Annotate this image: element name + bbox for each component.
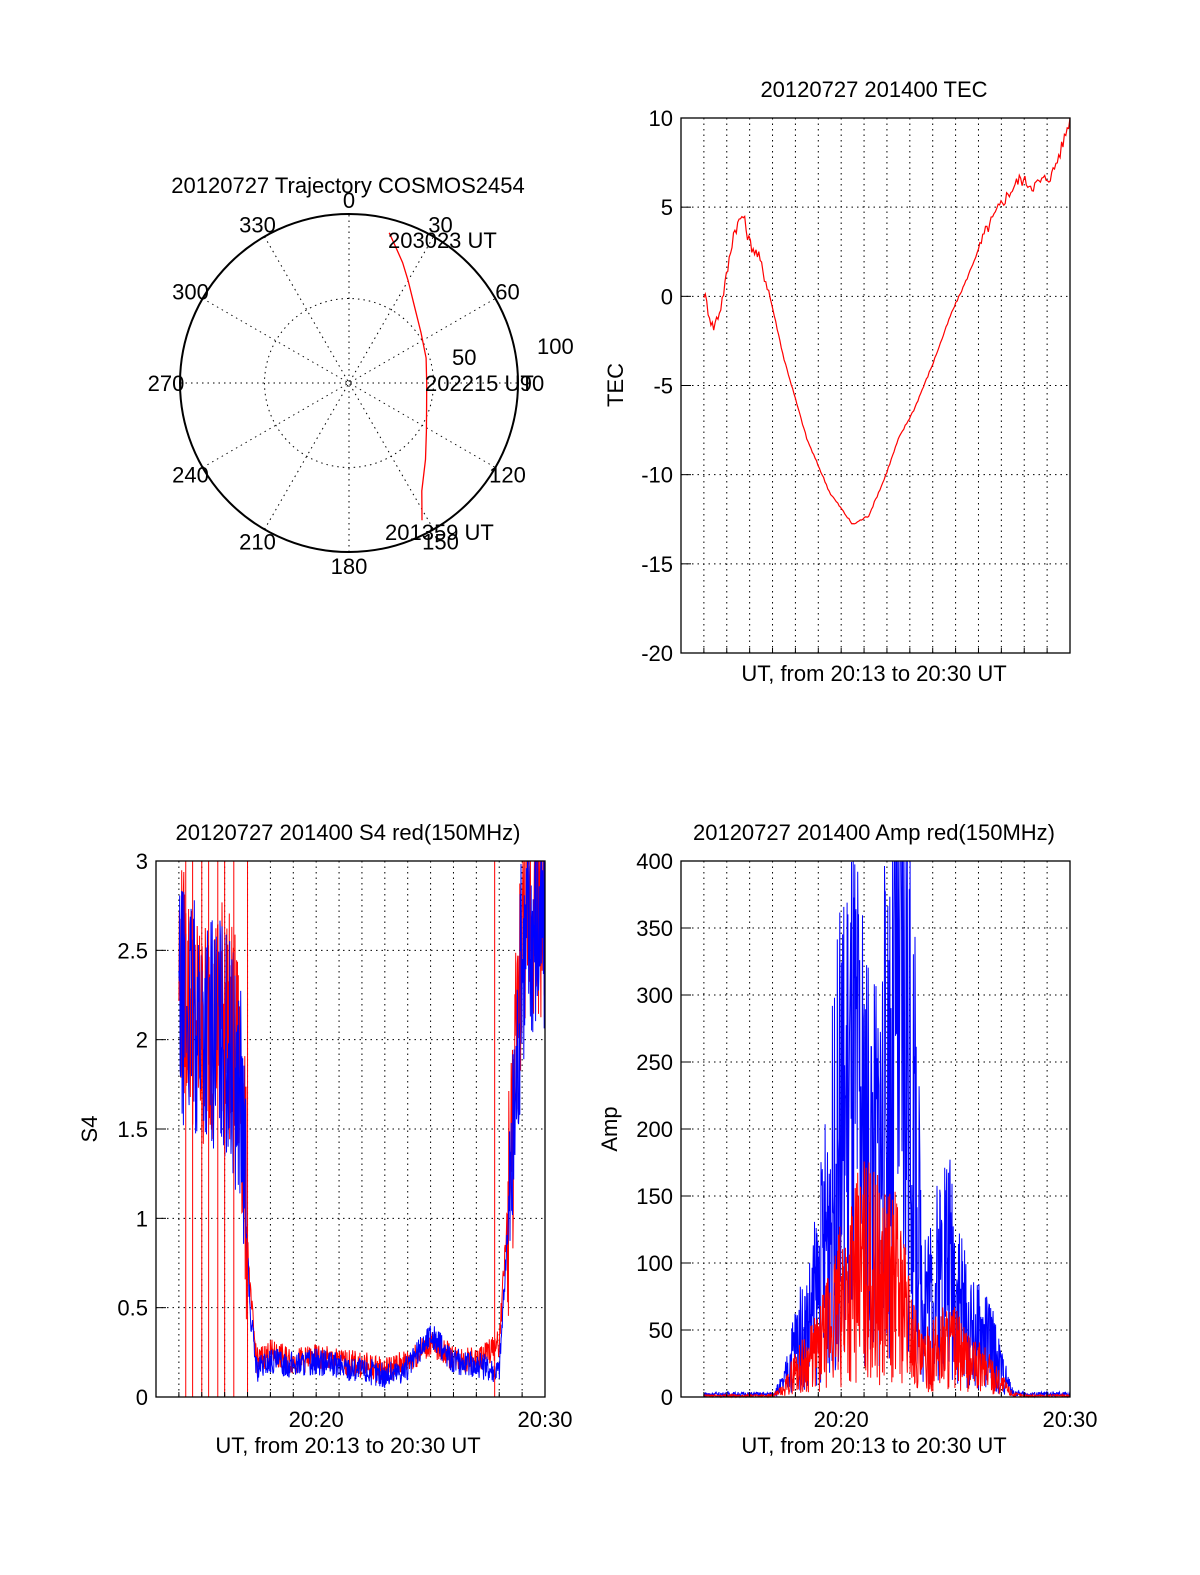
polar-radius-label-50: 50 bbox=[452, 345, 476, 370]
x-tick-label: 20:30 bbox=[517, 1407, 572, 1432]
y-tick-label: 0 bbox=[136, 1385, 148, 1410]
y-tick-label: 400 bbox=[636, 849, 673, 874]
y-tick-label: 10 bbox=[649, 106, 673, 131]
tec-chart-title: 20120727 201400 TEC bbox=[760, 77, 987, 102]
amp-x-axis-label: UT, from 20:13 to 20:30 UT bbox=[741, 1433, 1006, 1458]
s4-x-axis-label: UT, from 20:13 to 20:30 UT bbox=[215, 1433, 480, 1458]
y-tick-label: 50 bbox=[649, 1318, 673, 1343]
polar-trajectory-line bbox=[388, 232, 428, 521]
polar-spokes bbox=[180, 214, 518, 552]
trajectory-start-time: 201359 UT bbox=[385, 520, 494, 545]
polar-spoke bbox=[264, 236, 434, 530]
y-tick-label: -15 bbox=[641, 552, 673, 577]
polar-azimuth-label: 210 bbox=[239, 529, 276, 554]
y-tick-label: 150 bbox=[636, 1184, 673, 1209]
amp-chart-title: 20120727 201400 Amp red(150MHz) bbox=[693, 820, 1055, 845]
s4-chart: 20120727 201400 S4 red(150MHz) 3 2.5 2 1.5 1… bbox=[77, 820, 573, 1458]
polar-azimuth-label: 180 bbox=[331, 554, 368, 579]
s4-ticks: 3 2.5 2 1.5 1 0.5 0 20:20 20:30 bbox=[117, 849, 572, 1432]
y-tick-label: 300 bbox=[636, 983, 673, 1008]
y-tick-label: 0.5 bbox=[117, 1296, 148, 1321]
tec-series bbox=[703, 117, 1071, 525]
y-tick-label: 350 bbox=[636, 916, 673, 941]
s4-y-axis-label: S4 bbox=[77, 1116, 102, 1143]
polar-azimuth-labels: 0 30 60 90 120 150 180 210 240 270 300 330 bbox=[148, 188, 545, 579]
polar-azimuth-label: 60 bbox=[495, 280, 519, 305]
x-tick-label: 20:30 bbox=[1042, 1407, 1097, 1432]
polar-spoke bbox=[202, 298, 496, 468]
trajectory-mid-time: 202215 UT bbox=[425, 371, 534, 396]
tec-grid bbox=[681, 118, 1070, 653]
tec-x-axis-label: UT, from 20:13 to 20:30 UT bbox=[741, 661, 1006, 686]
y-tick-label: 100 bbox=[636, 1251, 673, 1276]
series-line bbox=[178, 860, 546, 1389]
polar-radius-label-100: 100 bbox=[537, 334, 574, 359]
polar-azimuth-label: 270 bbox=[148, 371, 185, 396]
polar-azimuth-label: 0 bbox=[343, 188, 355, 213]
s4-chart-title: 20120727 201400 S4 red(150MHz) bbox=[176, 820, 521, 845]
tec-chart: 20120727 201400 TEC 10 5 0 -5 -10 -15 -20 UT, … bbox=[603, 77, 1071, 686]
polar-azimuth-label: 30 bbox=[428, 213, 452, 238]
y-tick-label: 200 bbox=[636, 1117, 673, 1142]
x-tick-label: 20:20 bbox=[289, 1407, 344, 1432]
s4-grid bbox=[156, 861, 545, 1397]
s4-series bbox=[178, 860, 546, 1397]
polar-azimuth-label: 240 bbox=[172, 463, 209, 488]
y-tick-label: 0 bbox=[661, 1385, 673, 1410]
polar-azimuth-label: 150 bbox=[422, 529, 459, 554]
polar-trajectory-chart: 20120727 Trajectory COSMOS2454 0 30 60 90 12… bbox=[148, 173, 574, 579]
tec-y-axis-label: TEC bbox=[603, 363, 628, 407]
y-tick-label: 0 bbox=[661, 284, 673, 309]
y-tick-label: -20 bbox=[641, 641, 673, 666]
polar-spoke bbox=[264, 236, 434, 530]
amp-y-axis-label: Amp bbox=[597, 1106, 622, 1151]
x-tick-label: 20:20 bbox=[814, 1407, 869, 1432]
polar-spoke bbox=[202, 298, 496, 468]
series-line bbox=[703, 860, 1071, 1399]
amp-ticks: 400 350 300 250 200 150 100 50 0 20:20 20:30 bbox=[636, 849, 1097, 1432]
y-tick-label: 250 bbox=[636, 1050, 673, 1075]
polar-azimuth-label: 120 bbox=[489, 463, 526, 488]
y-tick-label: -5 bbox=[653, 374, 673, 399]
y-tick-label: 1 bbox=[136, 1206, 148, 1231]
amp-chart: 20120727 201400 Amp red(150MHz) 400 350 30… bbox=[597, 820, 1098, 1458]
y-tick-label: -10 bbox=[641, 463, 673, 488]
polar-azimuth-label: 90 bbox=[520, 371, 544, 396]
y-tick-label: 5 bbox=[661, 195, 673, 220]
y-tick-label: 2 bbox=[136, 1028, 148, 1053]
polar-azimuth-label: 330 bbox=[239, 213, 276, 238]
y-tick-label: 3 bbox=[136, 849, 148, 874]
y-tick-label: 1.5 bbox=[117, 1117, 148, 1142]
polar-azimuth-label: 300 bbox=[172, 280, 209, 305]
y-tick-label: 2.5 bbox=[117, 938, 148, 963]
series-line bbox=[703, 117, 1071, 525]
trajectory-end-time: 203023 UT bbox=[388, 228, 497, 253]
tec-ticks: 10 5 0 -5 -10 -15 -20 bbox=[641, 106, 1048, 666]
polar-chart-title: 20120727 Trajectory COSMOS2454 bbox=[171, 173, 524, 198]
